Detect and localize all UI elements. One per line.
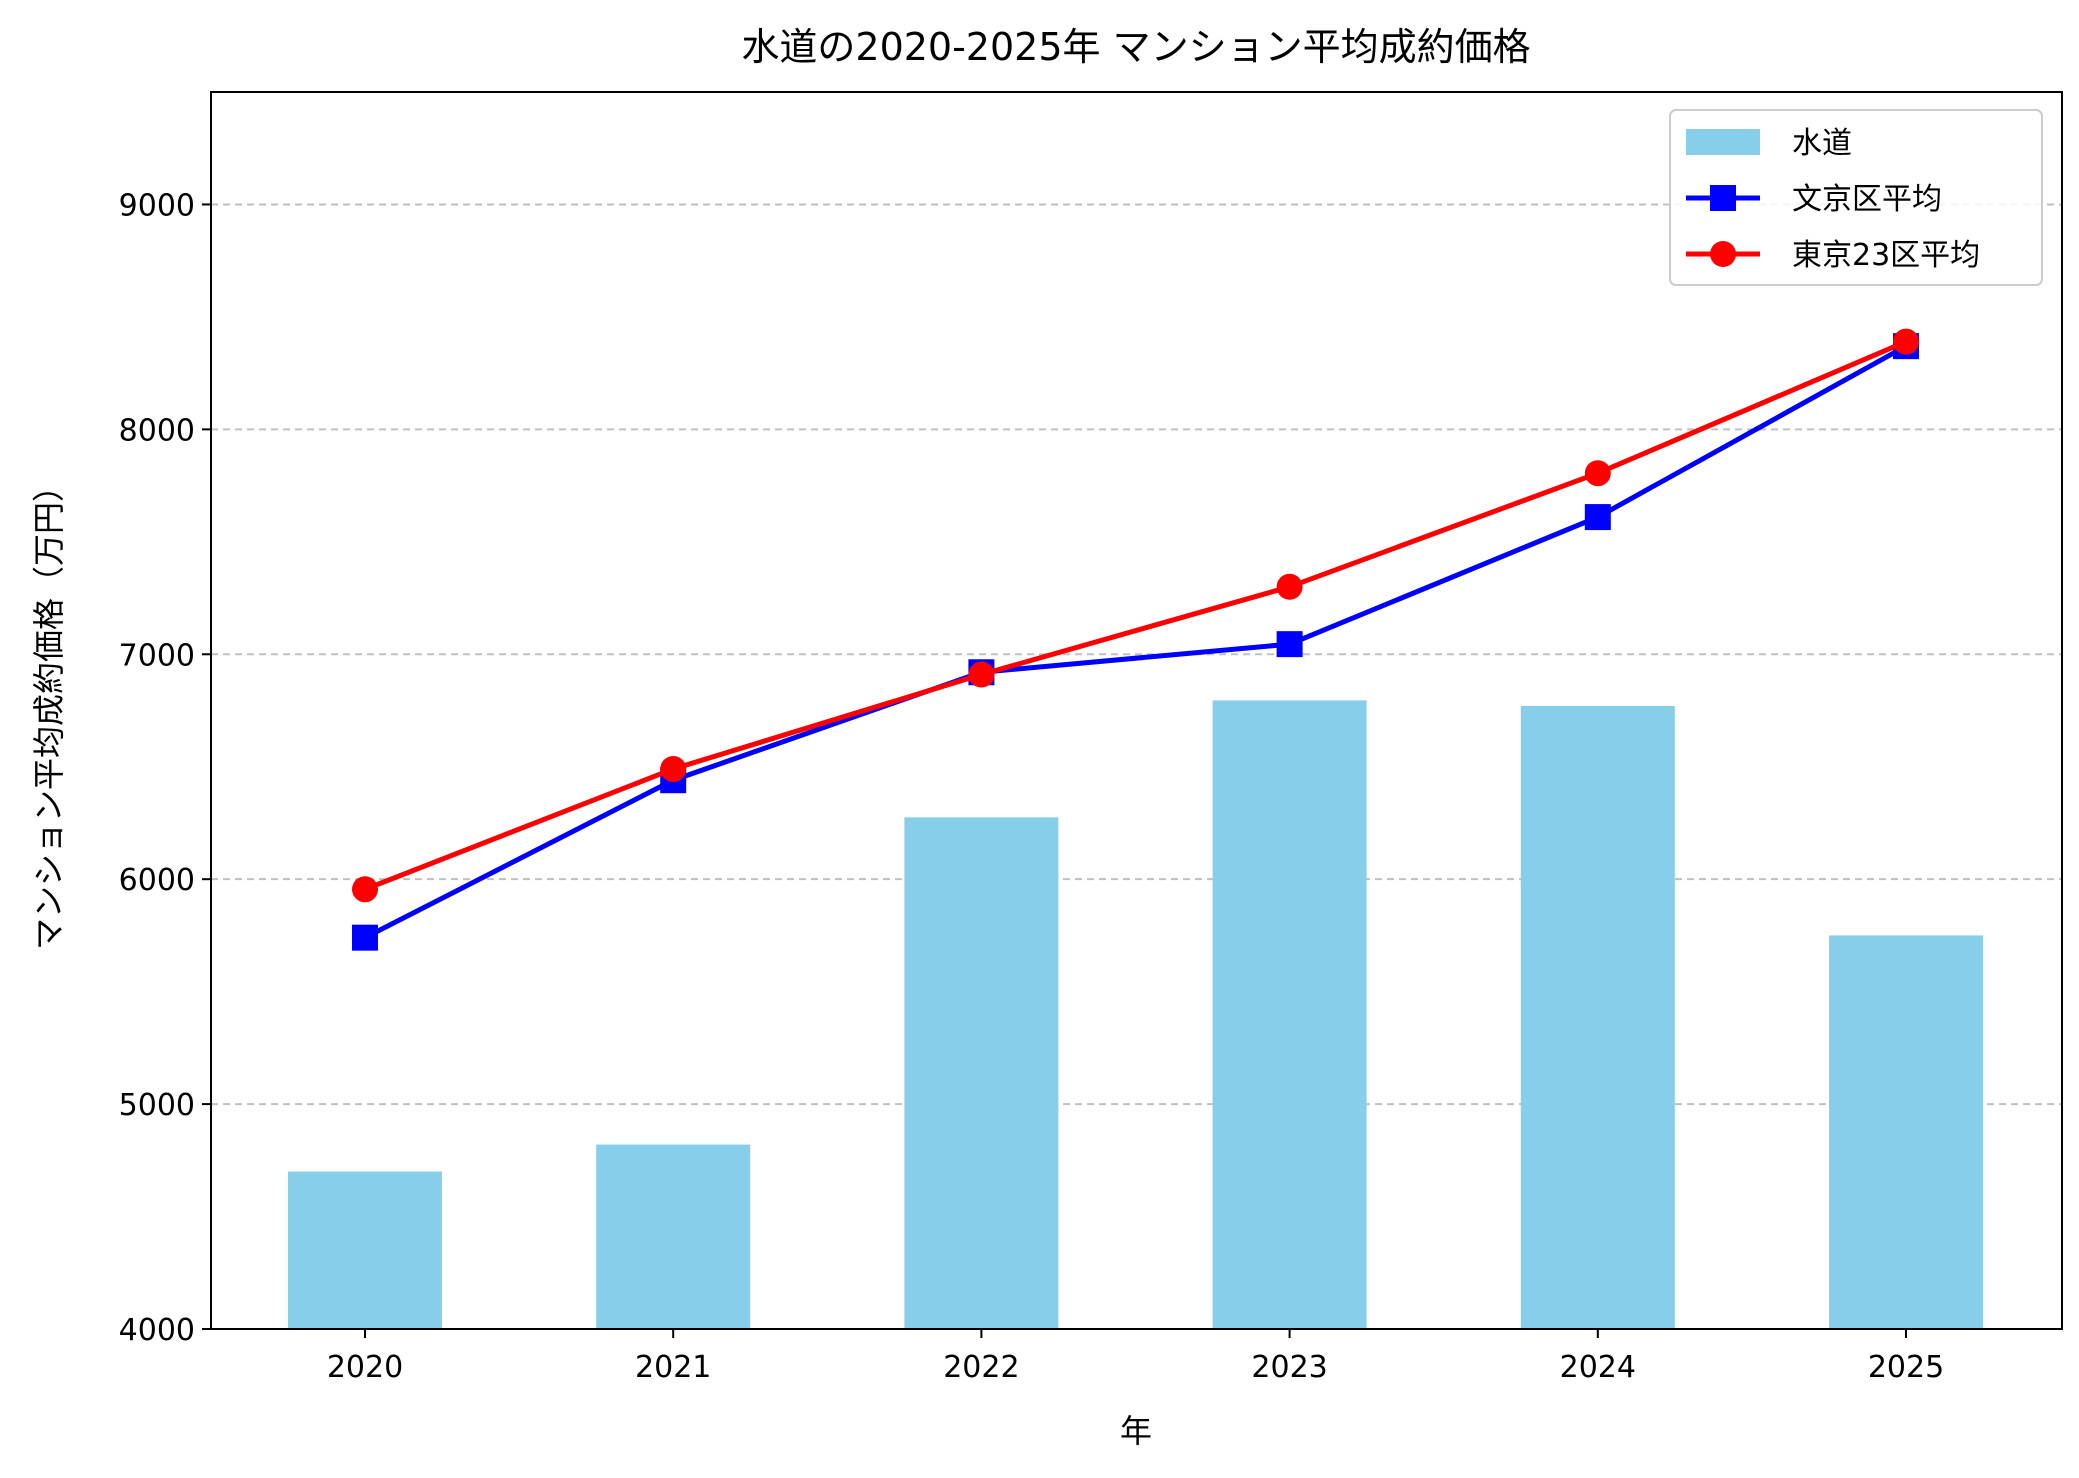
y-tick-label: 9000 bbox=[119, 188, 195, 223]
legend-square-marker bbox=[1710, 185, 1736, 211]
y-tick-label: 6000 bbox=[119, 863, 195, 898]
x-tick-label: 2020 bbox=[327, 1350, 403, 1385]
square-marker bbox=[1584, 504, 1611, 531]
circle-marker bbox=[660, 755, 687, 782]
x-tick-label: 2022 bbox=[943, 1350, 1019, 1385]
legend-label: 文京区平均 bbox=[1792, 182, 1942, 217]
series-line bbox=[364, 339, 1907, 892]
circle-marker bbox=[968, 661, 995, 688]
y-tick-label: 8000 bbox=[119, 413, 195, 448]
y-tick-label: 7000 bbox=[119, 638, 195, 673]
legend-swatch bbox=[1686, 129, 1760, 155]
chart-title: 水道の2020-2025年 マンション平均成約価格 bbox=[741, 25, 1530, 69]
bar-2023 bbox=[1212, 700, 1367, 1329]
bar-2024 bbox=[1520, 706, 1675, 1329]
circle-marker bbox=[1893, 328, 1919, 355]
x-tick-label: 2025 bbox=[1868, 1350, 1944, 1385]
y-tick-label: 5000 bbox=[119, 1088, 195, 1123]
circle-marker bbox=[1276, 573, 1303, 600]
circle-marker bbox=[352, 876, 378, 903]
series-line bbox=[363, 343, 1908, 940]
x-tick-label: 2021 bbox=[635, 1350, 711, 1385]
legend-label: 水道 bbox=[1792, 126, 1852, 161]
circle-marker bbox=[1584, 460, 1611, 487]
x-tick-label: 2024 bbox=[1560, 1350, 1636, 1385]
legend-box bbox=[1669, 109, 2043, 286]
y-tick-label: 4000 bbox=[119, 1313, 195, 1348]
y-axis-label: マンション平均成約価格（万円） bbox=[30, 470, 68, 950]
plot-frame bbox=[210, 91, 2063, 1330]
legend-label: 東京23区平均 bbox=[1792, 238, 1980, 273]
legend-circle-marker bbox=[1710, 241, 1736, 267]
x-axis-label: 年 bbox=[1120, 1412, 1152, 1450]
x-tick-label: 2023 bbox=[1251, 1350, 1327, 1385]
bar-2020 bbox=[288, 1171, 442, 1329]
bar-2025 bbox=[1829, 935, 1983, 1329]
square-marker bbox=[352, 924, 378, 951]
bar-2022 bbox=[904, 817, 1059, 1329]
square-marker bbox=[1276, 631, 1303, 658]
bar-2021 bbox=[596, 1144, 751, 1329]
